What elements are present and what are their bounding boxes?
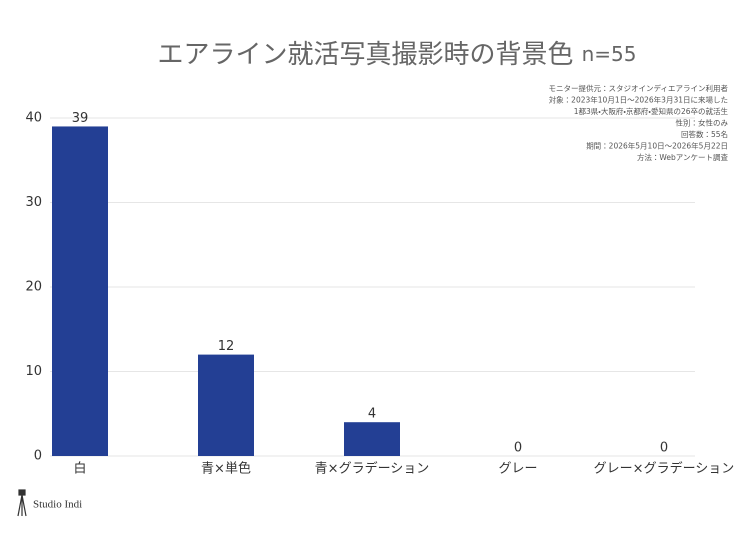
sample-size: n=55 (582, 42, 637, 66)
data-label: 39 (72, 111, 89, 126)
note: 性別：女性のみ (676, 118, 729, 128)
note: 方法：Webアンケート調査 (637, 152, 729, 162)
note: 1都3県・大阪府・京都府・愛知県の26卒の就活生 (574, 106, 729, 116)
y-tick-label: 40 (25, 111, 42, 126)
data-label: 0 (514, 441, 522, 456)
bar (198, 354, 254, 456)
data-label: 0 (660, 441, 668, 456)
x-tick-label: グレー×グラデーション (594, 461, 735, 477)
y-tick-label: 0 (34, 449, 42, 464)
chart-title: エアライン就活写真撮影時の背景色 n=55 (158, 40, 637, 70)
bar (52, 126, 108, 456)
x-tick-label: グレー (498, 462, 537, 477)
note: 期間：2026年5月10日〜2026年5月22日 (586, 141, 728, 151)
x-tick-label: 白 (73, 461, 86, 477)
y-tick-label: 30 (25, 195, 42, 210)
title-text: エアライン就活写真撮影時の背景色 (158, 40, 574, 70)
logo-icon (17, 489, 27, 517)
bar (344, 422, 400, 456)
note: 対象：2023年10月1日〜2026年3月31日に来場した (549, 95, 728, 105)
brand: Studio Indi (33, 499, 82, 511)
data-label: 12 (218, 339, 235, 354)
note: 回答数：55名 (681, 129, 728, 139)
note: モニター提供元：スタジオインディエアライン利用者 (549, 83, 729, 93)
data-label: 4 (368, 407, 376, 422)
y-tick-label: 10 (25, 364, 42, 379)
y-tick-label: 20 (25, 280, 42, 295)
x-tick-label: 青×グラデーション (315, 461, 430, 477)
x-tick-label: 青×単色 (201, 461, 251, 477)
